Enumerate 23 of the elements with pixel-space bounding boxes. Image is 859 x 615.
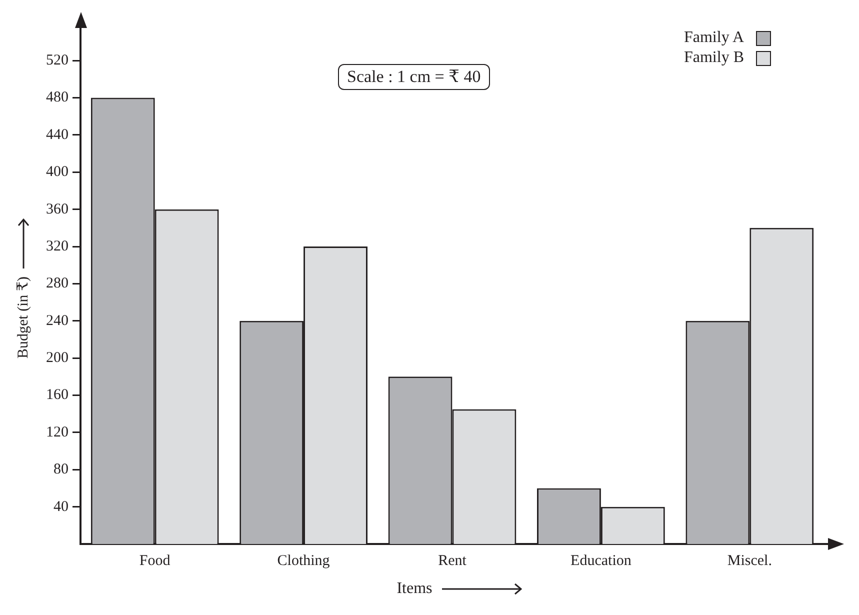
y-tick-label: 120 <box>46 424 68 440</box>
y-tick-label: 80 <box>54 462 68 478</box>
legend-label: Family B <box>684 48 744 68</box>
y-tick-label: 40 <box>54 498 68 515</box>
legend-label: Family A <box>684 28 744 48</box>
y-tick-label: 480 <box>46 90 68 106</box>
x-tick-label: Clothing <box>277 552 330 569</box>
y-tick-label: 440 <box>46 126 68 143</box>
x-tick-label: Miscel. <box>727 552 772 569</box>
y-tick-label: 280 <box>46 276 68 292</box>
y-tick-label: 320 <box>46 238 68 254</box>
y-tick-label: 360 <box>46 201 68 218</box>
y-tick-label: 240 <box>46 312 68 329</box>
y-tick-label: 520 <box>46 52 68 69</box>
y-tick-label: 200 <box>46 350 68 366</box>
y-tick-label: 160 <box>46 387 68 404</box>
annotation: Scale : 1 cm = ₹ 40 <box>338 64 490 90</box>
x-tick-label: Rent <box>438 552 468 569</box>
x-axis-title: Items <box>396 580 432 598</box>
x-tick-label: Education <box>570 552 632 569</box>
y-axis-title: Budget (in ₹) <box>14 276 32 358</box>
x-tick-label: Food <box>139 552 171 569</box>
y-tick-label: 400 <box>46 164 68 180</box>
